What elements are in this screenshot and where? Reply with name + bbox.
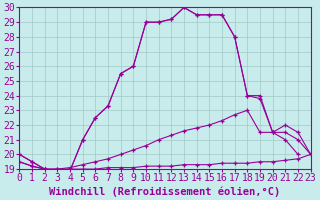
X-axis label: Windchill (Refroidissement éolien,°C): Windchill (Refroidissement éolien,°C) xyxy=(49,186,281,197)
